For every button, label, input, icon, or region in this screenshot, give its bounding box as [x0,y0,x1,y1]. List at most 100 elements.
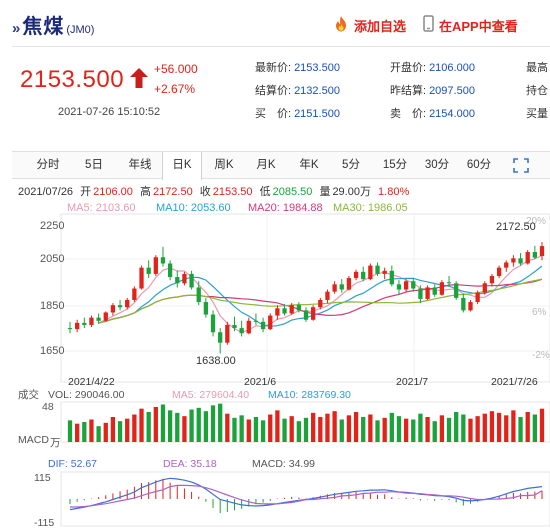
volume-bar [446,417,452,442]
quote-timestamp: 2021-07-26 15:10:52 [58,106,161,118]
volume-bar [311,412,316,442]
contract-code: (JM0) [66,24,95,36]
candle-body [439,282,445,295]
field-latest: 最新价: 2153.500 [255,62,340,74]
price-tick-2250: 2250 [40,220,64,232]
candle-body [139,267,144,289]
tab-15min[interactable]: 15分 [382,159,408,171]
candle-body [425,287,430,299]
candle-body [117,305,123,308]
volume-bars [67,403,545,442]
tab-5day[interactable]: 5日 [85,159,103,171]
tab-monthly-k[interactable]: 月K [256,159,276,171]
latest-price: 2153.500 [20,66,125,93]
candle-body [182,273,187,284]
fullscreen-icon[interactable] [513,158,529,173]
tab-yearly-k[interactable]: 年K [299,159,319,171]
candle-body [67,328,73,330]
volume-bar [496,412,502,442]
volume-bar [117,421,123,442]
candle-body [125,299,130,308]
candle-body [346,278,352,290]
candle-body [289,305,294,314]
tab-intraday[interactable]: 分时 [36,159,60,171]
dif-line [69,477,543,511]
volume-bar [239,415,244,442]
volume-bar [253,417,259,442]
view-in-app-button[interactable]: 在APP中查看 [423,15,518,35]
volume-bar [139,408,144,442]
volume-bar [432,421,437,442]
up-arrow-icon [130,68,148,88]
field-settlement: 结算价: 2132.500 [255,85,340,97]
candle-body [225,324,230,343]
candle-body [482,283,487,293]
volume-bar [75,423,80,442]
candle-body [110,305,116,313]
candle-body [496,267,502,276]
quote-panel: 2153.500 +56.000 +2.67% 2021-07-26 15:10… [0,50,550,132]
volume-bar [182,416,187,442]
tab-year-line[interactable]: 年线 [128,159,152,171]
title-group: » 焦煤 (JM0) [12,10,94,39]
tab-5min[interactable]: 5分 [342,159,360,171]
volume-bar [103,422,108,442]
volume-bar [146,412,151,442]
volume-bar [389,412,394,442]
candle-body [311,307,316,320]
vol-label: VOL: 290046.00 [48,389,125,401]
volume-bar [218,403,223,442]
candle-body [160,257,166,264]
macd-top-tick: 115 [34,472,51,484]
candle-body [332,284,337,292]
volume-bar [132,414,137,442]
candle-body [489,276,495,284]
volume-bar [454,412,459,442]
add-favorite-button[interactable]: 添加自选 [333,15,406,35]
ma30-legend: MA30: 1986.05 [333,202,408,214]
volume-bar [160,404,166,442]
candles [67,242,545,354]
volume-bar [246,419,251,442]
candle-body [296,305,301,311]
candle-body [325,291,330,300]
candle-body [396,284,402,290]
volume-title: 成交 [18,388,39,401]
tab-60min[interactable]: 60分 [466,159,492,171]
volume-bar [289,416,294,442]
date-label-jun: 2021/6 [244,376,276,388]
volume-bar [346,415,352,442]
candle-body [511,258,516,263]
tab-daily-k[interactable]: 日K [162,152,202,180]
volume-bar [282,418,287,442]
candle-body [446,282,452,284]
volume-bar [225,413,230,442]
candle-body [239,328,244,334]
candle-body [504,262,509,268]
volume-bar [353,412,359,442]
add-favorite-label: 添加自选 [354,18,407,34]
candle-body [418,288,423,299]
price-tick-1850: 1850 [40,300,64,312]
field-open: 开盘价: 2106.000 [390,62,475,74]
candle-body [275,308,280,316]
phone-icon [423,15,434,35]
tab-30min[interactable]: 30分 [424,159,450,171]
volume-bar [153,407,158,442]
candle-body [196,287,201,303]
volume-bar [67,420,73,442]
candle-body [382,270,387,274]
candle-body [75,322,80,330]
candle-body [146,267,151,274]
volume-bar [110,417,116,442]
candle-body [132,288,137,300]
pct-tick-20: 20% [526,216,546,227]
macd-bottom-tick: -115 [34,517,54,529]
candle-body [203,302,209,315]
volume-bar [232,417,237,442]
tab-weekly-k[interactable]: 周K [214,159,234,171]
candle-body [468,302,473,311]
volume-bar [89,419,94,442]
